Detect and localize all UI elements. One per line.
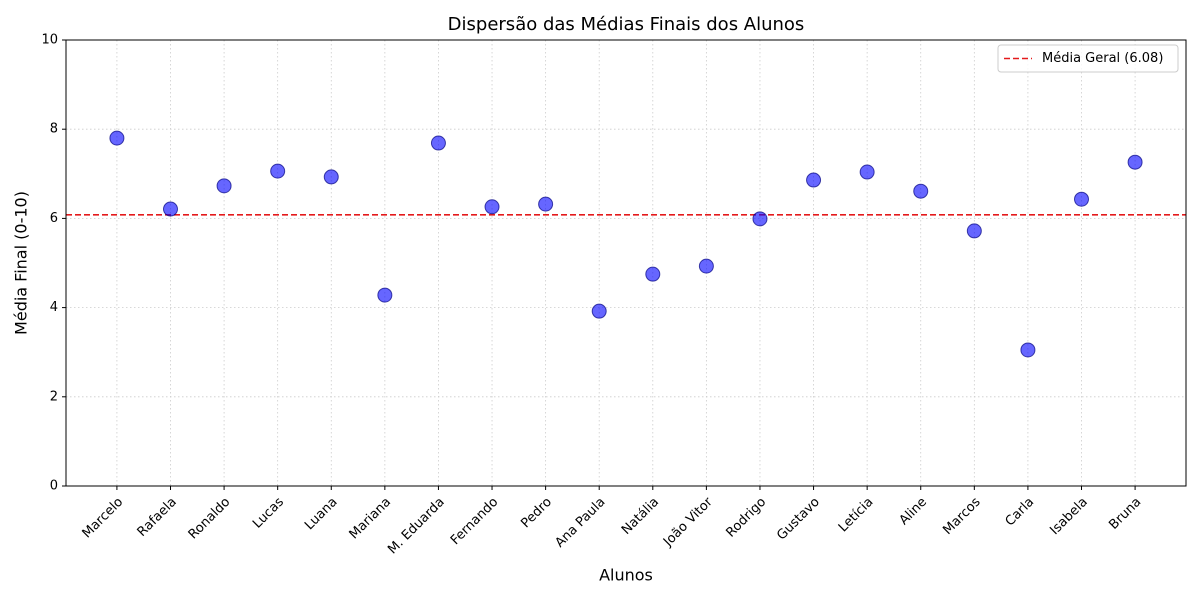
x-tick-label: Lucas bbox=[250, 495, 287, 532]
x-tick-label: Bruna bbox=[1106, 495, 1144, 533]
data-point bbox=[323, 169, 339, 185]
x-tick-label: Natália bbox=[619, 495, 662, 538]
legend-box bbox=[997, 44, 1179, 73]
x-tick-label: Isabela bbox=[1047, 495, 1090, 538]
y-axis-label: Média Final (0-10) bbox=[12, 191, 31, 335]
data-point bbox=[538, 196, 554, 212]
x-tick-label: Rodrigo bbox=[723, 495, 769, 541]
data-point bbox=[913, 183, 929, 199]
y-tick-label: 0 bbox=[50, 479, 58, 494]
y-tick-label: 8 bbox=[50, 122, 58, 137]
x-tick-label: Marcelo bbox=[80, 495, 127, 542]
data-point bbox=[484, 199, 500, 215]
data-point bbox=[1074, 191, 1090, 207]
x-axis-label: Alunos bbox=[599, 566, 653, 585]
plot-frame bbox=[65, 39, 1187, 487]
x-tick-label: Gustavo bbox=[774, 495, 823, 544]
data-point bbox=[645, 266, 661, 282]
x-tick-label: Ana Paula bbox=[552, 495, 608, 551]
x-tick-label: Fernando bbox=[448, 495, 501, 548]
data-point bbox=[966, 223, 982, 239]
data-point bbox=[270, 163, 286, 179]
data-point bbox=[698, 258, 714, 274]
x-tick-label: Ronaldo bbox=[186, 495, 234, 543]
y-tick-label: 10 bbox=[41, 33, 58, 48]
legend-label: Média Geral (6.08) bbox=[1042, 51, 1163, 66]
x-tick-label: Pedro bbox=[518, 495, 555, 532]
data-point bbox=[216, 178, 232, 194]
x-tick-label: Carla bbox=[1003, 495, 1038, 530]
y-tick-label: 4 bbox=[50, 300, 58, 315]
data-point bbox=[377, 287, 393, 303]
data-point bbox=[806, 172, 822, 188]
x-tick-label: M. Eduarda bbox=[385, 495, 448, 558]
data-point bbox=[1020, 342, 1036, 358]
chart-title: Dispersão das Médias Finais dos Alunos bbox=[448, 14, 805, 35]
y-tick-label: 2 bbox=[50, 389, 58, 404]
x-tick-label: João Vitor bbox=[660, 494, 716, 550]
x-tick-label: Rafaela bbox=[135, 495, 180, 540]
data-point bbox=[1127, 154, 1143, 170]
y-tick-label: 6 bbox=[50, 211, 58, 226]
x-tick-label: Aline bbox=[897, 495, 930, 528]
x-tick-label: Marcos bbox=[940, 495, 983, 538]
x-tick-label: Mariana bbox=[347, 495, 395, 543]
data-point bbox=[109, 130, 125, 146]
data-point bbox=[430, 135, 446, 151]
data-point bbox=[591, 303, 607, 319]
data-point bbox=[859, 164, 875, 180]
data-point bbox=[752, 211, 768, 227]
x-tick-label: Luana bbox=[302, 495, 340, 533]
legend: Média Geral (6.08) bbox=[997, 44, 1179, 73]
x-tick-label: Letícia bbox=[836, 495, 877, 536]
data-point bbox=[162, 201, 178, 217]
